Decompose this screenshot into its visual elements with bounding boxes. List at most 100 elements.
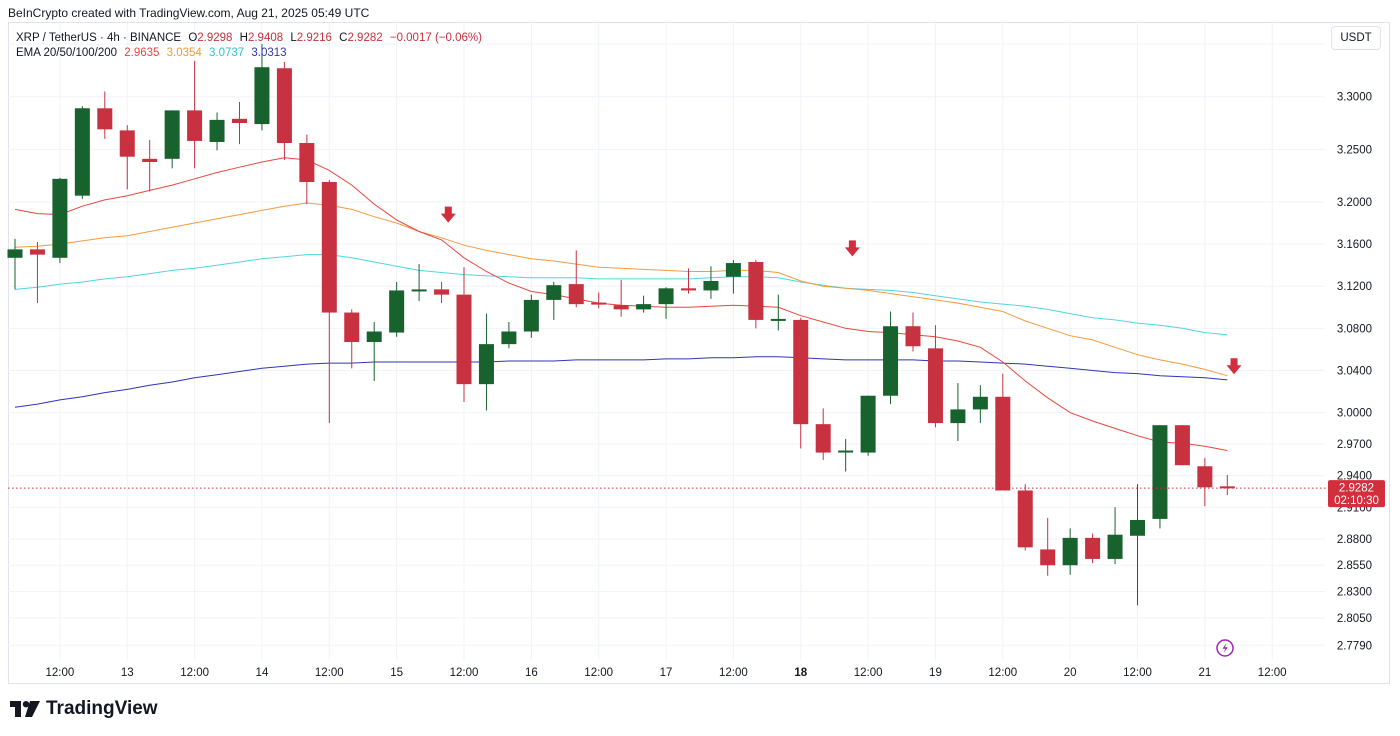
candle-body — [905, 326, 921, 347]
candle-body — [546, 285, 562, 300]
candle-up — [478, 313, 494, 411]
x-tick-label: 12:00 — [315, 667, 344, 679]
candle-body — [703, 280, 719, 291]
candle-down — [434, 282, 450, 304]
ema-row: EMA 20/50/100/200 2.9635 3.0354 3.0737 3… — [16, 46, 482, 61]
y-tick-label: 3.1200 — [1337, 281, 1372, 293]
candle-body — [568, 284, 584, 305]
candle-down — [815, 408, 831, 460]
candle-down — [591, 292, 607, 309]
x-tick-label: 12:00 — [450, 667, 479, 679]
candle-down — [748, 259, 764, 329]
candle-body — [434, 289, 450, 295]
candle-body — [927, 348, 943, 424]
x-tick-label: 16 — [525, 667, 538, 679]
candle-body — [838, 450, 854, 453]
high-value: 2.9408 — [247, 32, 284, 44]
currency-selector[interactable]: USDT — [1331, 26, 1381, 50]
x-tick-label: 14 — [256, 667, 269, 679]
y-tick-label: 2.7790 — [1337, 640, 1372, 652]
change-value: −0.0017 (−0.06%) — [389, 32, 482, 44]
x-tick-label: 12:00 — [584, 667, 613, 679]
candle-body — [142, 158, 158, 162]
candle-body — [209, 119, 225, 142]
x-tick-label: 12:00 — [1258, 667, 1287, 679]
x-tick-label: 18 — [794, 667, 807, 679]
candle-up — [52, 177, 68, 264]
candle-down — [1085, 533, 1101, 564]
y-axis: 3.35003.30003.25003.20003.16003.12003.08… — [1337, 39, 1372, 652]
candle-up — [860, 395, 876, 456]
sell-arrow-icon — [844, 240, 860, 257]
candle-body — [591, 302, 607, 305]
candle-up — [1152, 425, 1168, 529]
ema20-value: 2.9635 — [124, 47, 160, 59]
x-tick-label: 13 — [121, 667, 134, 679]
candle-body — [232, 118, 247, 124]
candle-body — [613, 305, 629, 310]
candle-down — [232, 101, 247, 145]
symbol-label[interactable]: XRP / TetherUS · 4h · BINANCE — [16, 32, 182, 44]
ema50-line — [14, 202, 1228, 377]
candle-body — [344, 312, 360, 343]
y-tick-label: 3.0000 — [1337, 408, 1372, 420]
candle-body — [1197, 466, 1213, 488]
ema100-line — [14, 254, 1228, 336]
candle-up — [209, 112, 225, 151]
candle-body — [299, 143, 315, 182]
x-tick-label: 12:00 — [180, 667, 209, 679]
candle-down — [1219, 474, 1235, 496]
candle-body — [1062, 537, 1078, 566]
candle-up — [254, 44, 270, 131]
ema200-line — [14, 356, 1228, 408]
ema-label[interactable]: EMA 20/50/100/200 — [16, 47, 118, 59]
candle-down — [29, 242, 45, 304]
y-tick-label: 2.8800 — [1337, 534, 1372, 546]
candle-body — [456, 294, 472, 385]
candle-down — [142, 139, 158, 192]
sell-arrow-icon — [1226, 358, 1242, 375]
y-tick-label: 3.3000 — [1337, 92, 1372, 104]
y-tick-label: 2.9400 — [1337, 471, 1372, 483]
y-tick-label: 3.2000 — [1337, 197, 1372, 209]
candle-down — [1174, 425, 1190, 466]
tradingview-logo-icon — [10, 701, 40, 717]
candle-down — [1197, 457, 1213, 507]
alert-icon[interactable] — [1216, 639, 1234, 657]
chart-frame — [8, 22, 1390, 684]
x-tick-label: 12:00 — [988, 667, 1017, 679]
candle-up — [1130, 484, 1145, 606]
candle-up — [7, 238, 23, 290]
candle-body — [815, 424, 831, 453]
candle-down — [1017, 484, 1033, 551]
candle-down — [456, 267, 472, 403]
candle-body — [681, 288, 696, 291]
y-tick-label: 2.8300 — [1337, 587, 1372, 599]
candle-body — [187, 110, 203, 141]
candle-down — [344, 309, 360, 369]
candle-up — [501, 322, 517, 349]
x-tick-label: 15 — [390, 667, 403, 679]
candle-up — [1107, 507, 1123, 565]
candle-down — [97, 91, 113, 139]
candle-down — [187, 60, 203, 169]
price-badge-value: 2.9282 — [1339, 483, 1374, 495]
candle-body — [1130, 519, 1145, 536]
ema200-value: 3.0313 — [251, 47, 287, 59]
ema100-value: 3.0737 — [209, 47, 245, 59]
x-tick-label: 12:00 — [1123, 667, 1152, 679]
candle-down — [681, 268, 696, 294]
candle-body — [29, 249, 45, 255]
tradingview-logo[interactable]: TradingView — [10, 698, 158, 720]
candle-body — [1040, 549, 1056, 566]
candle-body — [658, 288, 674, 305]
candle-body — [276, 68, 292, 144]
x-tick-label: 17 — [660, 667, 673, 679]
candle-body — [770, 318, 786, 321]
y-tick-label: 3.2500 — [1337, 144, 1372, 156]
x-tick-label: 12:00 — [854, 667, 883, 679]
candle-up — [838, 438, 854, 472]
candle-body — [74, 108, 90, 196]
